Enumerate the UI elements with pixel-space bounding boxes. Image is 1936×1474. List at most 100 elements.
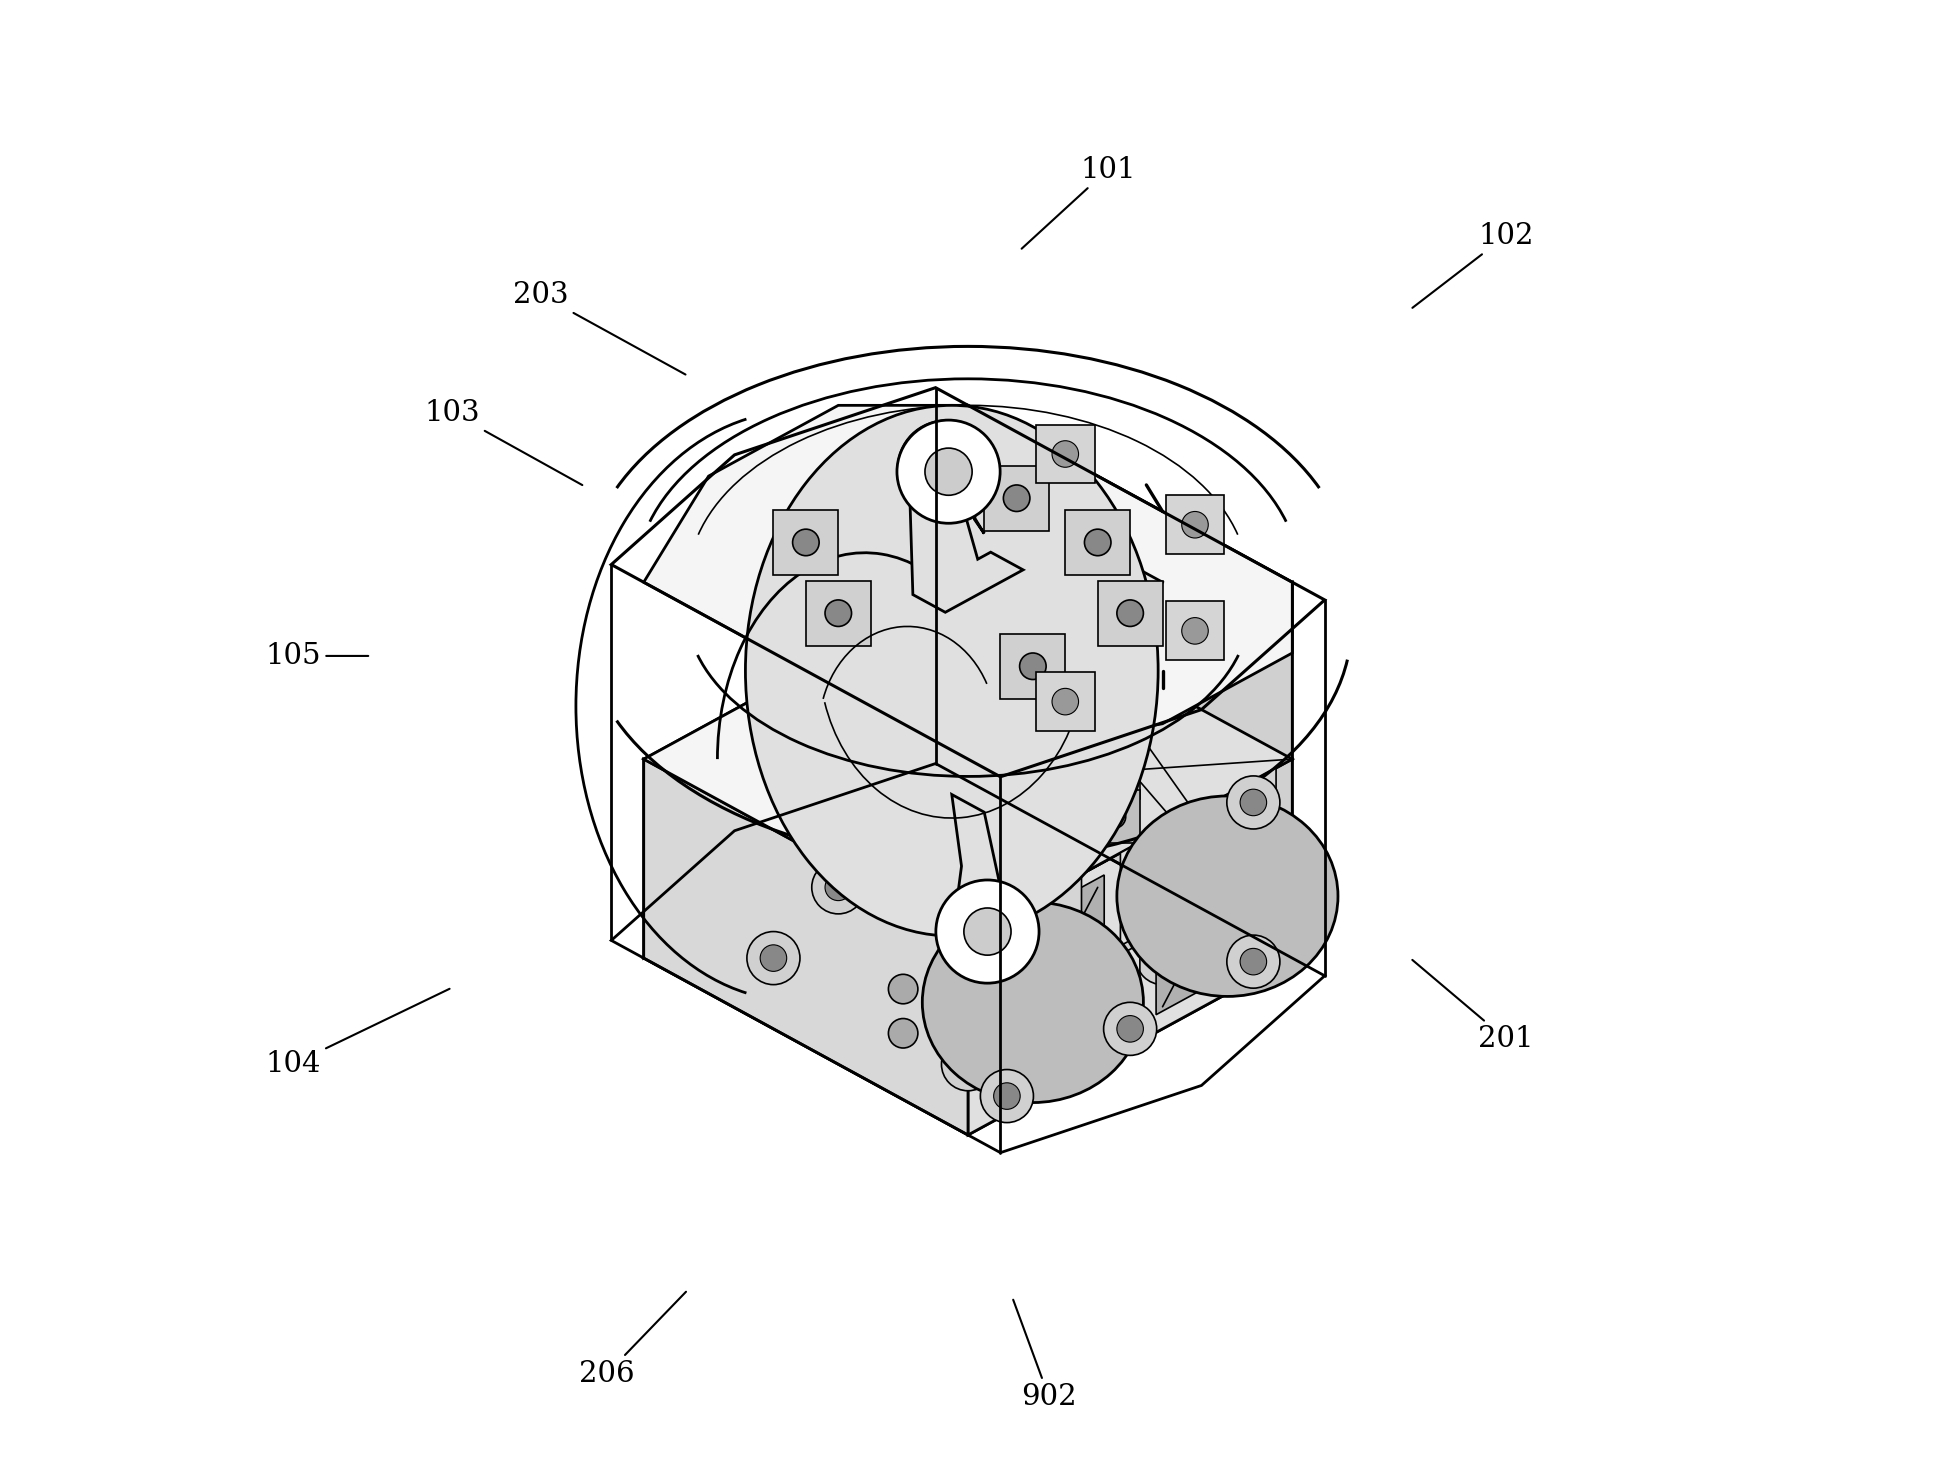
Circle shape	[993, 924, 1020, 951]
Circle shape	[941, 825, 995, 879]
Polygon shape	[993, 876, 1104, 1014]
Polygon shape	[1156, 876, 1266, 1014]
Text: 105: 105	[265, 643, 368, 669]
Polygon shape	[968, 582, 1291, 958]
Polygon shape	[968, 759, 1291, 1135]
Circle shape	[889, 1019, 918, 1048]
Polygon shape	[968, 582, 1291, 936]
Bar	[1036, 672, 1094, 731]
Circle shape	[1020, 761, 1045, 784]
Polygon shape	[772, 476, 1162, 688]
Circle shape	[1071, 1002, 1125, 1055]
Bar	[1165, 495, 1224, 554]
Circle shape	[1241, 789, 1266, 815]
Circle shape	[1150, 945, 1175, 971]
Circle shape	[747, 932, 800, 985]
Circle shape	[1181, 618, 1208, 644]
Circle shape	[1020, 716, 1045, 740]
Circle shape	[954, 839, 982, 865]
Polygon shape	[643, 582, 1291, 936]
Circle shape	[1227, 775, 1280, 828]
Bar	[1165, 601, 1224, 660]
Circle shape	[925, 448, 972, 495]
Circle shape	[993, 1083, 1020, 1110]
Circle shape	[1181, 511, 1208, 538]
Polygon shape	[983, 874, 1082, 1086]
Circle shape	[1102, 681, 1125, 705]
Circle shape	[1003, 485, 1030, 511]
Polygon shape	[643, 582, 968, 958]
Circle shape	[1102, 805, 1125, 828]
Circle shape	[941, 932, 995, 985]
Polygon shape	[968, 724, 1032, 936]
Polygon shape	[935, 427, 983, 534]
Circle shape	[1020, 637, 1045, 660]
Bar	[983, 466, 1049, 531]
Circle shape	[1241, 948, 1266, 974]
Circle shape	[980, 911, 1034, 964]
Polygon shape	[910, 442, 1022, 612]
Bar	[1007, 622, 1059, 675]
Circle shape	[1051, 688, 1078, 715]
Circle shape	[941, 1038, 995, 1091]
Bar	[772, 510, 838, 575]
Circle shape	[1020, 653, 1045, 680]
Circle shape	[1051, 441, 1078, 467]
Circle shape	[1104, 1002, 1156, 1055]
Text: 902: 902	[1013, 1300, 1076, 1411]
Bar	[805, 581, 871, 646]
Circle shape	[922, 445, 968, 492]
Circle shape	[1084, 1016, 1111, 1042]
Polygon shape	[968, 405, 1291, 759]
Polygon shape	[968, 852, 1291, 1038]
Text: 203: 203	[513, 282, 685, 374]
Ellipse shape	[922, 902, 1144, 1103]
Text: 201: 201	[1413, 960, 1533, 1052]
Polygon shape	[993, 964, 1104, 1103]
Polygon shape	[643, 405, 1293, 759]
Bar	[1007, 702, 1059, 755]
Polygon shape	[1156, 787, 1266, 926]
Circle shape	[1117, 1016, 1144, 1042]
Circle shape	[935, 880, 1040, 983]
Circle shape	[825, 874, 852, 901]
Circle shape	[1084, 529, 1111, 556]
Polygon shape	[643, 759, 968, 1135]
Bar	[1036, 425, 1094, 483]
Text: 104: 104	[265, 989, 449, 1077]
Circle shape	[954, 945, 982, 971]
Bar	[1088, 790, 1140, 843]
Circle shape	[889, 974, 918, 1004]
Bar	[1007, 746, 1059, 799]
Circle shape	[792, 529, 819, 556]
Polygon shape	[1121, 842, 1140, 1052]
Circle shape	[825, 600, 852, 626]
Circle shape	[761, 945, 786, 971]
Circle shape	[896, 420, 1001, 523]
Circle shape	[980, 1070, 1034, 1123]
Circle shape	[954, 1051, 982, 1077]
Bar	[1098, 581, 1162, 646]
Ellipse shape	[745, 405, 1158, 936]
Circle shape	[811, 861, 865, 914]
Polygon shape	[1179, 768, 1276, 976]
Polygon shape	[230, 0, 1706, 1474]
Text: 206: 206	[579, 1291, 685, 1387]
Circle shape	[964, 908, 1011, 955]
Text: 102: 102	[1413, 223, 1533, 308]
Polygon shape	[643, 781, 1291, 1135]
Circle shape	[1227, 935, 1280, 988]
Polygon shape	[953, 794, 1001, 967]
Circle shape	[1136, 932, 1189, 985]
Bar	[1001, 634, 1065, 699]
Bar	[1065, 510, 1131, 575]
Circle shape	[1102, 761, 1125, 784]
Text: 103: 103	[424, 399, 583, 485]
Bar	[1088, 666, 1140, 719]
Circle shape	[898, 422, 993, 516]
Text: 101: 101	[1022, 156, 1136, 249]
Bar	[1088, 746, 1140, 799]
Ellipse shape	[1117, 796, 1338, 996]
Circle shape	[1117, 600, 1144, 626]
Circle shape	[850, 519, 1086, 755]
